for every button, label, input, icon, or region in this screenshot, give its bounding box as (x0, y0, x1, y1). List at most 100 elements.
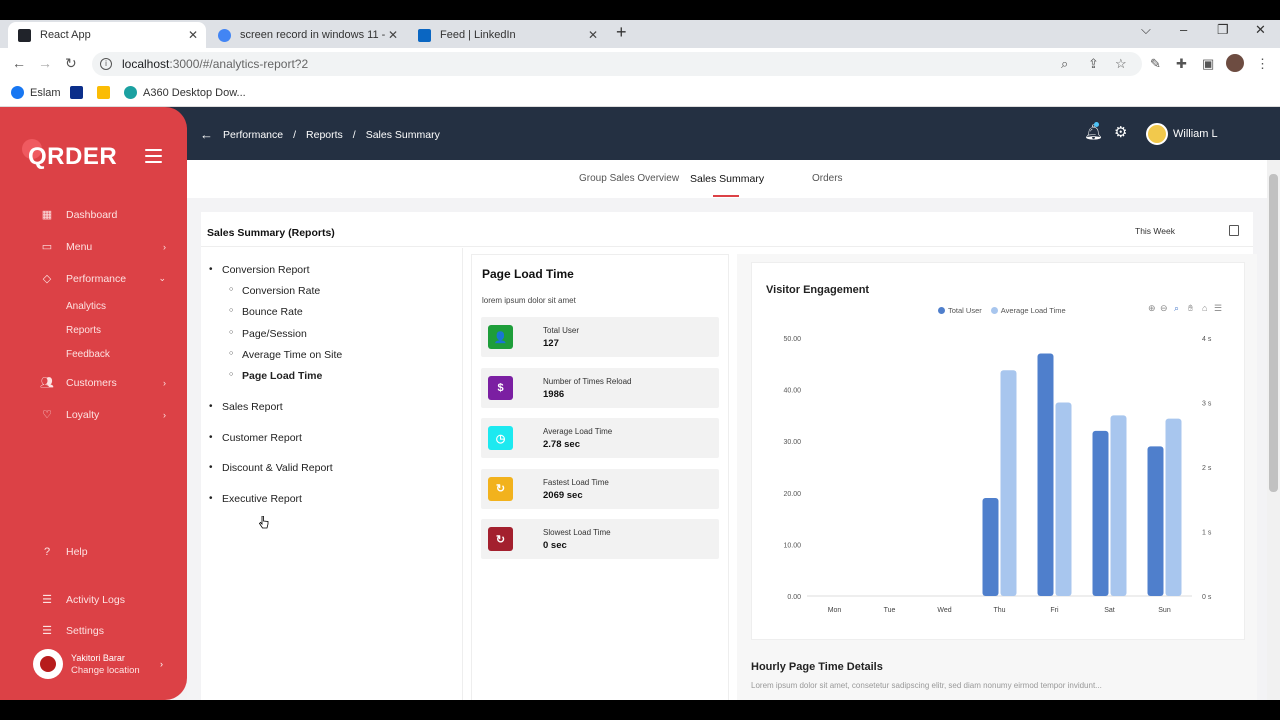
stat-label: Average Load Time (543, 427, 613, 436)
back-arrow-icon[interactable]: ← (200, 127, 213, 142)
report-tree: Conversion Report Conversion Rate Bounce… (207, 248, 463, 700)
tab-title: screen record in windows 11 - Go (240, 29, 385, 41)
side-panel-icon[interactable]: ▣ (1202, 56, 1215, 71)
minimize-icon[interactable]: – (1180, 22, 1188, 37)
close-tab-icon[interactable]: ✕ (387, 28, 398, 42)
extension-icon[interactable]: ✎ (1150, 56, 1161, 71)
back-icon[interactable]: ← (12, 55, 26, 71)
address-bar[interactable]: i localhost:3000/#/analytics-report?2 (92, 52, 1142, 76)
legend-total-user[interactable]: Total User (948, 306, 982, 315)
sidebar-item-help[interactable]: ? Help (40, 546, 170, 558)
breadcrumb-performance[interactable]: Performance (223, 128, 284, 141)
period-select[interactable]: This Week (1135, 223, 1243, 239)
reset-home-icon[interactable]: ⌂ (1202, 303, 1208, 313)
more-icon[interactable]: ⋮ (1256, 56, 1269, 71)
stat-value: 2069 sec (543, 489, 583, 501)
app-logo[interactable]: QRDER (21, 139, 118, 170)
share-icon[interactable]: ⇪ (1088, 56, 1099, 71)
tree-item-bounce-rate[interactable]: Bounce Rate (229, 306, 303, 318)
sidebar-item-dashboard[interactable]: ▦ Dashboard (40, 208, 170, 222)
main-content: Group Sales Overview Sales Summary Order… (187, 160, 1267, 700)
legend-dot (938, 307, 945, 314)
breadcrumb-reports[interactable]: Reports (306, 128, 343, 141)
site-info-icon[interactable]: i (100, 58, 112, 70)
tab-orders[interactable]: Orders (812, 173, 843, 184)
sidebar-subitem-feedback[interactable]: Feedback (66, 349, 110, 360)
a360-icon (124, 86, 137, 99)
forward-icon[interactable]: → (38, 55, 52, 71)
zoom-icon[interactable]: ⌕ (1061, 56, 1069, 71)
sidebar-item-label: Activity Logs (66, 593, 125, 606)
sidebar-item-performance[interactable]: ◇ Performance ⌄ (40, 272, 170, 286)
browser-tab-react-app[interactable]: React App ✕ (8, 22, 206, 48)
calendar-icon[interactable] (1229, 225, 1239, 236)
chart-legend: Total User Average Load Time (938, 306, 1066, 315)
hamburger-menu-icon[interactable] (145, 149, 162, 167)
notification-bell-icon[interactable]: 🔔︎ (1084, 122, 1104, 141)
tree-item-conversion-rate[interactable]: Conversion Rate (229, 285, 320, 297)
sidebar-item-menu[interactable]: ▭ Menu › (40, 240, 170, 254)
bookmark-drive[interactable] (97, 86, 116, 99)
period-value: This Week (1135, 226, 1175, 236)
zoom-select-icon[interactable]: ⌕ (1174, 303, 1180, 313)
mouse-pointer-icon (259, 516, 269, 529)
tree-item-average-time[interactable]: Average Time on Site (229, 349, 342, 361)
zoom-in-icon[interactable]: ⊕ (1148, 303, 1156, 313)
sidebar-item-settings[interactable]: ☰ Settings (40, 624, 170, 638)
tree-item-page-session[interactable]: Page/Session (229, 328, 307, 340)
tab-group-sales-overview[interactable]: Group Sales Overview (579, 173, 680, 184)
panel-title: Sales Summary (Reports) (207, 227, 335, 239)
tree-item-conversion-report[interactable]: Conversion Report (209, 264, 309, 276)
new-tab-icon[interactable]: + (616, 22, 627, 42)
sidebar-item-activity-logs[interactable]: ☰ Activity Logs (40, 593, 170, 607)
breadcrumb: ← Performance / Reports / Sales Summary (200, 127, 440, 142)
bookmark-eslam[interactable]: Eslam (11, 86, 61, 99)
chart-title: Visitor Engagement (766, 284, 870, 296)
react-favicon-icon (18, 28, 31, 42)
legend-average-load-time[interactable]: Average Load Time (1000, 306, 1066, 315)
user-menu[interactable]: William L (1146, 123, 1218, 145)
menu-icon: ▭ (41, 241, 53, 253)
browser-tab-linkedin[interactable]: Feed | LinkedIn ✕ (408, 22, 606, 48)
chart-menu-icon[interactable]: ☰ (1214, 303, 1223, 313)
y-tick-label-left: 10.00 (783, 542, 801, 549)
tab-search-icon[interactable]: ⌵ (1141, 22, 1151, 37)
tree-item-discount-report[interactable]: Discount & Valid Report (209, 462, 333, 474)
sidebar-item-loyalty[interactable]: ♡ Loyalty › (40, 408, 170, 422)
reload-icon[interactable]: ↻ (65, 55, 77, 71)
scrollbar-thumb[interactable] (1269, 174, 1278, 492)
close-tab-icon[interactable]: ✕ (587, 28, 598, 42)
tab-sales-summary[interactable]: Sales Summary (690, 173, 765, 197)
user-name: William L (1173, 128, 1218, 140)
bookmark-star-icon[interactable]: ☆ (1115, 56, 1127, 71)
close-tab-icon[interactable]: ✕ (187, 28, 198, 42)
profile-avatar[interactable] (1226, 54, 1244, 72)
sidebar-subitem-reports[interactable]: Reports (66, 325, 102, 336)
browser-tab-search[interactable]: screen record in windows 11 - Go ✕ (208, 22, 406, 48)
location-switcher[interactable]: Yakitori Barar Change location › (33, 649, 163, 679)
tree-item-sales-report[interactable]: Sales Report (209, 401, 283, 413)
close-window-icon[interactable]: ✕ (1255, 22, 1266, 37)
bookmark-yahoo[interactable] (70, 86, 89, 99)
stat-row: $ Number of Times Reload 1986 (481, 367, 719, 408)
zoom-out-icon[interactable]: ⊖ (1160, 303, 1168, 313)
tree-item-customer-report[interactable]: Customer Report (209, 432, 302, 444)
google-favicon-icon (218, 28, 231, 42)
tab-title: React App (40, 29, 91, 41)
change-location-link[interactable]: Change location (71, 664, 140, 676)
sidebar-subitem-analytics[interactable]: Analytics (66, 301, 107, 312)
x-tick-label: Sat (1104, 607, 1115, 614)
maximize-icon[interactable]: ❐ (1217, 22, 1229, 37)
tree-item-page-load-time[interactable]: Page Load Time (229, 370, 322, 382)
bar-average-load-time (1110, 415, 1127, 596)
y-tick-label-right: 2 s (1202, 465, 1212, 472)
pan-icon[interactable]: ✋︎ (1188, 303, 1194, 313)
y-tick-label-right: 0 s (1202, 594, 1212, 601)
sidebar-item-customers[interactable]: 👥︎ Customers › (40, 376, 170, 390)
tree-item-executive-report[interactable]: Executive Report (209, 493, 302, 505)
page-scrollbar[interactable] (1267, 160, 1280, 700)
bookmark-a360[interactable]: A360 Desktop Dow... (124, 86, 246, 99)
puzzle-icon[interactable]: ✚ (1176, 56, 1187, 71)
hourly-title: Hourly Page Time Details (751, 661, 883, 673)
settings-gear-icon[interactable]: ⚙ (1114, 124, 1128, 141)
